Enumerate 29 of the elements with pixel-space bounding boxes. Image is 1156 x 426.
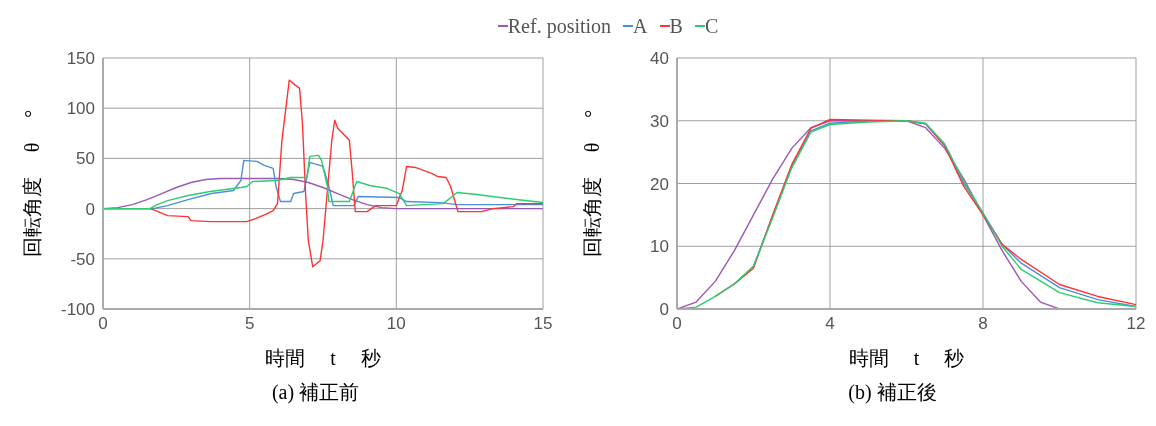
y-tick-label: 30	[650, 111, 669, 131]
x-tick-label: 0	[98, 314, 108, 334]
y-tick-label: 50	[76, 149, 95, 169]
y-tick-label: -100	[60, 300, 95, 320]
text: (b) 補正後	[847, 380, 938, 405]
x-tick-label: 8	[978, 314, 988, 334]
x-tick-label: 5	[244, 314, 255, 334]
y-tick-label: -50	[70, 249, 95, 269]
y-tick-label: 20	[650, 174, 669, 194]
y-tick-label: 40	[650, 49, 669, 69]
text: (a) 補正前	[270, 380, 361, 406]
x-axis-title: 時間 t 秒	[265, 347, 381, 369]
legend-label: A	[633, 14, 648, 38]
x-tick-label: 0	[672, 314, 682, 334]
y-tick-label: 0	[85, 199, 95, 219]
legend-label: B	[669, 14, 683, 38]
x-tick-label: 4	[825, 314, 835, 334]
y-tick-label: 0	[659, 300, 669, 320]
x-tick-label: 12	[1126, 314, 1146, 334]
y-axis-title: 回転角度 θ °	[581, 109, 603, 258]
y-axis-title: 回転角度 θ °	[21, 109, 43, 258]
x-axis-title: 時間 t 秒	[848, 347, 965, 369]
y-tick-label: 10	[650, 237, 669, 257]
x-tick-label: 10	[386, 314, 406, 334]
legend-label: Ref. position	[507, 14, 612, 38]
y-tick-label: 150	[66, 49, 95, 69]
y-tick-label: 100	[66, 99, 95, 119]
x-tick-label: 15	[533, 314, 553, 334]
legend-label: C	[704, 14, 719, 38]
